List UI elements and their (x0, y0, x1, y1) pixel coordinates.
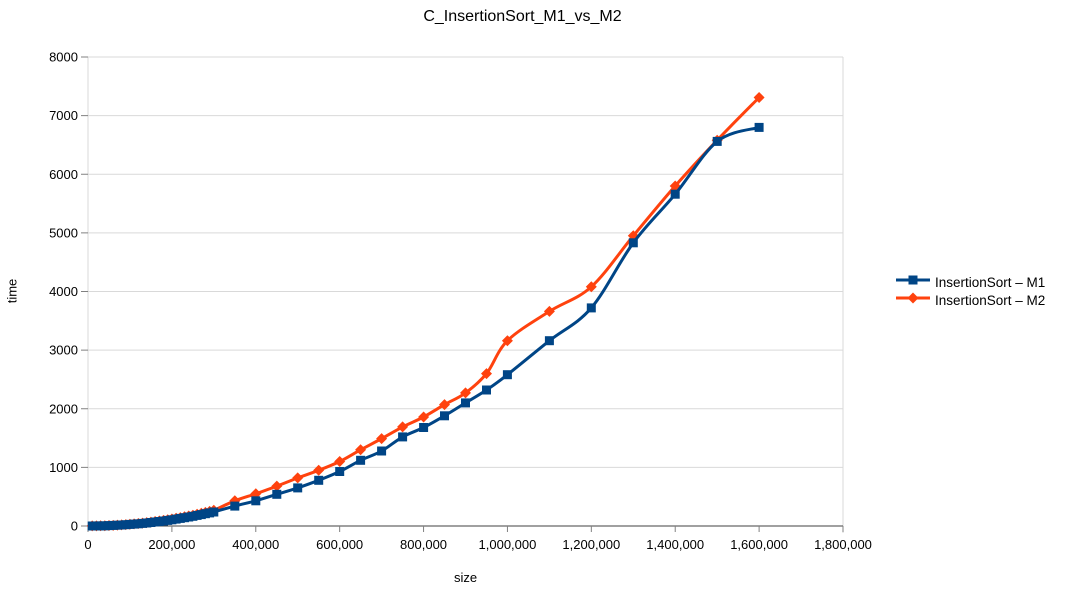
svg-text:0: 0 (84, 537, 91, 552)
svg-text:7000: 7000 (49, 108, 78, 123)
series-markers-2 (86, 92, 765, 532)
chart-title: C_InsertionSort_M1_vs_M2 (423, 8, 622, 25)
svg-text:0: 0 (71, 519, 78, 534)
series-line-1 (92, 125, 760, 528)
svg-text:200,000: 200,000 (148, 537, 195, 552)
series-line-2 (92, 96, 761, 528)
svg-text:1,000,000: 1,000,000 (479, 537, 537, 552)
svg-text:3000: 3000 (49, 343, 78, 358)
x-axis-title: size (453, 570, 478, 585)
x-axis: 0 200,000 400,000 600,000 800,000 1,000,000 1,… (84, 525, 872, 552)
svg-text:1,600,000: 1,600,000 (730, 537, 788, 552)
svg-text:8000: 8000 (49, 50, 78, 65)
svg-text:800,000: 800,000 (400, 537, 447, 552)
series-markers-1 (87, 122, 764, 531)
svg-text:600,000: 600,000 (316, 537, 363, 552)
svg-text:6000: 6000 (49, 167, 78, 182)
svg-text:1,400,000: 1,400,000 (646, 537, 704, 552)
svg-text:400,000: 400,000 (232, 537, 279, 552)
svg-text:4000: 4000 (49, 284, 78, 299)
legend-item-label: InsertionSort – M1 (935, 274, 1046, 290)
svg-text:1,800,000: 1,800,000 (814, 537, 872, 552)
y-axis: 0 1000 2000 3000 4000 5000 6000 7000 8000 (49, 50, 88, 534)
legend-square-marker-icon (895, 273, 931, 292)
svg-text:2000: 2000 (49, 401, 78, 416)
legend-item-label: InsertionSort – M2 (935, 292, 1046, 308)
svg-text:5000: 5000 (49, 225, 78, 240)
legend-item-m2: InsertionSort – M2 (895, 291, 1046, 310)
legend-item-m1: InsertionSort – M1 (895, 273, 1046, 292)
legend: InsertionSort – M1 InsertionSort – M2 (895, 273, 1046, 310)
svg-text:1000: 1000 (49, 460, 78, 475)
legend-diamond-marker-icon (895, 291, 931, 310)
svg-text:1,200,000: 1,200,000 (562, 537, 620, 552)
